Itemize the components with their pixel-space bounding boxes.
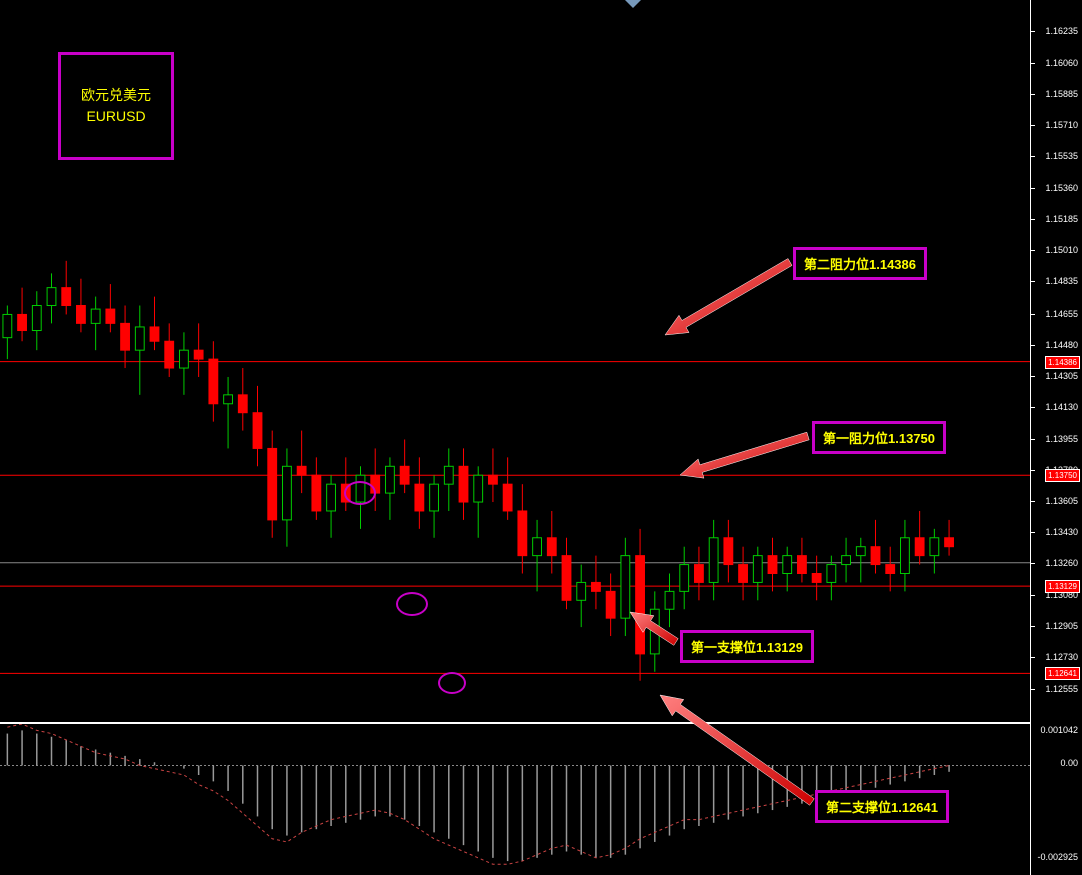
price-tick: 1.16060: [1045, 58, 1078, 68]
price-tick: 1.13955: [1045, 434, 1078, 444]
chart-root: 1.16235 1.16060 1.15885 1.15710 1.15535 1.153…: [0, 0, 1082, 875]
price-tick: 1.14480: [1045, 340, 1078, 350]
price-level-badge: 1.14386: [1045, 356, 1080, 369]
annotation-s1: 第一支撑位1.13129: [680, 630, 814, 663]
price-tick: 1.15535: [1045, 151, 1078, 161]
annotation-r1: 第一阻力位1.13750: [812, 421, 946, 454]
price-level-badge: 1.13129: [1045, 580, 1080, 593]
pair-title-en: EURUSD: [81, 106, 151, 127]
price-tick: 1.13260: [1045, 558, 1078, 568]
price-tick: 1.14130: [1045, 402, 1078, 412]
pair-title-box: 欧元兑美元 EURUSD: [58, 52, 174, 160]
chevron-down-icon[interactable]: [0, 0, 1082, 10]
indicator-tick: 0.001042: [1040, 725, 1078, 735]
price-tick: 1.16235: [1045, 26, 1078, 36]
price-tick: 1.13430: [1045, 527, 1078, 537]
price-tick: 1.15010: [1045, 245, 1078, 255]
price-tick: 1.14305: [1045, 371, 1078, 381]
price-level-badge: 1.12641: [1045, 667, 1080, 680]
y-axis: 1.16235 1.16060 1.15885 1.15710 1.15535 1.153…: [1030, 0, 1082, 875]
price-tick: 1.13605: [1045, 496, 1078, 506]
price-tick: 1.12555: [1045, 684, 1078, 694]
price-level-badge: 1.13750: [1045, 469, 1080, 482]
indicator-tick: 0.00: [1060, 758, 1078, 768]
indicator-tick: -0.002925: [1037, 852, 1078, 862]
price-tick: 1.15885: [1045, 89, 1078, 99]
pair-title-cn: 欧元兑美元: [81, 85, 151, 106]
annotation-s2: 第二支撑位1.12641: [815, 790, 949, 823]
price-tick: 1.12905: [1045, 621, 1078, 631]
price-tick: 1.14655: [1045, 309, 1078, 319]
price-tick: 1.15185: [1045, 214, 1078, 224]
annotation-r2: 第二阻力位1.14386: [793, 247, 927, 280]
price-tick: 1.12730: [1045, 652, 1078, 662]
price-tick: 1.14835: [1045, 276, 1078, 286]
price-tick: 1.15710: [1045, 120, 1078, 130]
price-tick: 1.15360: [1045, 183, 1078, 193]
